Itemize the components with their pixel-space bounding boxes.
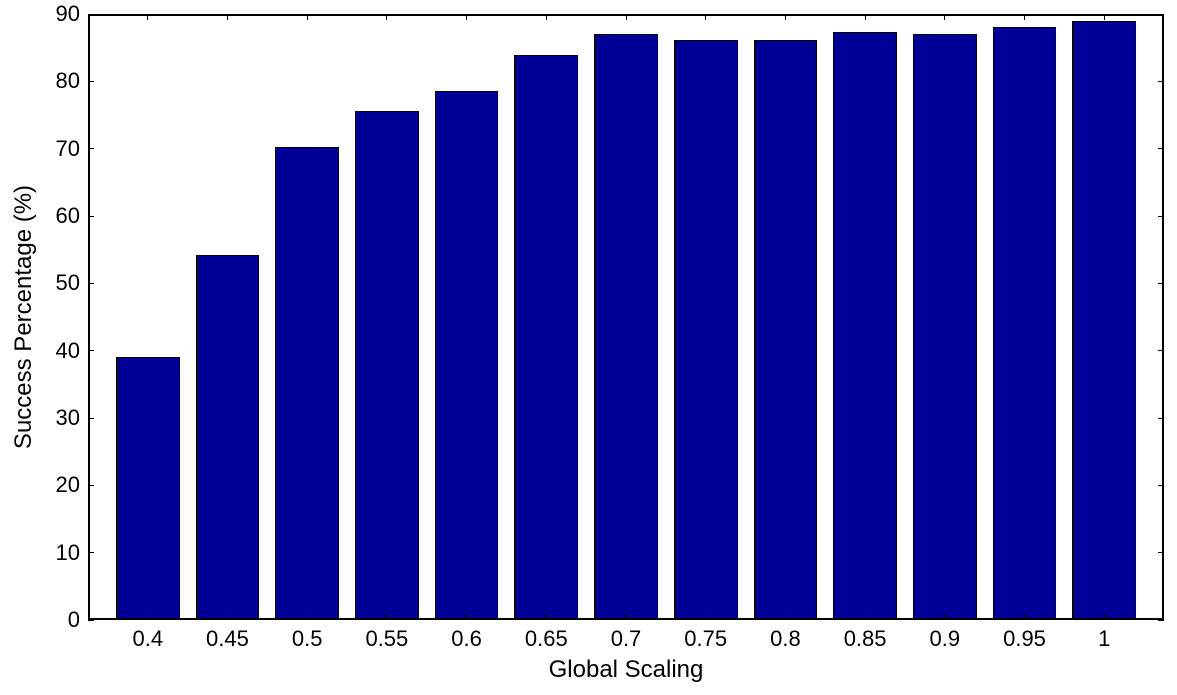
tick-mark — [785, 14, 786, 20]
xtick-label: 0.4 — [132, 626, 163, 652]
xtick-label: 0.5 — [292, 626, 323, 652]
xtick-label: 0.95 — [1003, 626, 1046, 652]
tick-mark — [88, 81, 94, 82]
xtick-label: 0.55 — [365, 626, 408, 652]
tick-mark — [88, 620, 94, 621]
tick-mark — [1024, 14, 1025, 20]
tick-mark — [466, 614, 467, 620]
tick-mark — [88, 485, 94, 486]
figure: 0 10 20 30 40 50 60 70 80 90 0.4 0.45 0.5 0.55 0.6 0.6… — [0, 0, 1177, 695]
tick-mark — [1104, 14, 1105, 20]
tick-mark — [147, 614, 148, 620]
tick-mark — [386, 14, 387, 20]
tick-mark — [546, 614, 547, 620]
tick-mark — [1158, 148, 1164, 149]
bar — [275, 147, 339, 620]
tick-mark — [1158, 350, 1164, 351]
bar — [913, 34, 977, 620]
tick-mark — [88, 14, 94, 15]
tick-mark — [546, 14, 547, 20]
plot-area — [88, 14, 1164, 620]
xtick-label: 0.75 — [684, 626, 727, 652]
tick-mark — [1158, 552, 1164, 553]
tick-mark — [147, 14, 148, 20]
tick-mark — [865, 14, 866, 20]
y-axis-label: Success Percentage (%) — [10, 185, 38, 449]
tick-mark — [386, 614, 387, 620]
tick-mark — [88, 283, 94, 284]
bar — [355, 111, 419, 620]
tick-mark — [88, 552, 94, 553]
tick-mark — [705, 614, 706, 620]
ytick-label: 90 — [56, 1, 80, 27]
bar — [594, 34, 658, 620]
bar — [754, 40, 818, 620]
xtick-label: 0.6 — [451, 626, 482, 652]
tick-mark — [1158, 216, 1164, 217]
bar — [196, 255, 260, 620]
ytick-label: 50 — [56, 270, 80, 296]
ytick-label: 70 — [56, 136, 80, 162]
xtick-label: 0.9 — [930, 626, 961, 652]
bar — [1072, 21, 1136, 620]
bar — [993, 27, 1057, 620]
tick-mark — [88, 216, 94, 217]
ytick-label: 20 — [56, 472, 80, 498]
tick-mark — [1158, 14, 1164, 15]
tick-mark — [944, 14, 945, 20]
tick-mark — [1158, 485, 1164, 486]
tick-mark — [1158, 620, 1164, 621]
tick-mark — [705, 14, 706, 20]
bar — [435, 91, 499, 620]
xtick-label: 0.85 — [844, 626, 887, 652]
tick-mark — [626, 614, 627, 620]
tick-mark — [307, 14, 308, 20]
tick-mark — [88, 148, 94, 149]
tick-mark — [88, 350, 94, 351]
ytick-label: 0 — [68, 607, 80, 633]
bar — [514, 55, 578, 620]
ytick-label: 10 — [56, 540, 80, 566]
tick-mark — [1024, 614, 1025, 620]
bar — [674, 40, 738, 620]
ytick-label: 80 — [56, 68, 80, 94]
xtick-label: 0.7 — [611, 626, 642, 652]
tick-mark — [1158, 283, 1164, 284]
ytick-label: 30 — [56, 405, 80, 431]
tick-mark — [88, 418, 94, 419]
tick-mark — [1104, 614, 1105, 620]
xtick-label: 1 — [1098, 626, 1110, 652]
tick-mark — [944, 614, 945, 620]
tick-mark — [626, 14, 627, 20]
bar — [833, 32, 897, 620]
tick-mark — [227, 614, 228, 620]
tick-mark — [865, 614, 866, 620]
tick-mark — [307, 614, 308, 620]
bar — [116, 357, 180, 620]
xtick-label: 0.65 — [525, 626, 568, 652]
tick-mark — [227, 14, 228, 20]
x-axis-label: Global Scaling — [549, 656, 704, 684]
ytick-label: 60 — [56, 203, 80, 229]
tick-mark — [1158, 81, 1164, 82]
ytick-label: 40 — [56, 338, 80, 364]
tick-mark — [785, 614, 786, 620]
xtick-label: 0.8 — [770, 626, 801, 652]
bars-container — [88, 14, 1164, 620]
xtick-label: 0.45 — [206, 626, 249, 652]
tick-mark — [466, 14, 467, 20]
tick-mark — [1158, 418, 1164, 419]
